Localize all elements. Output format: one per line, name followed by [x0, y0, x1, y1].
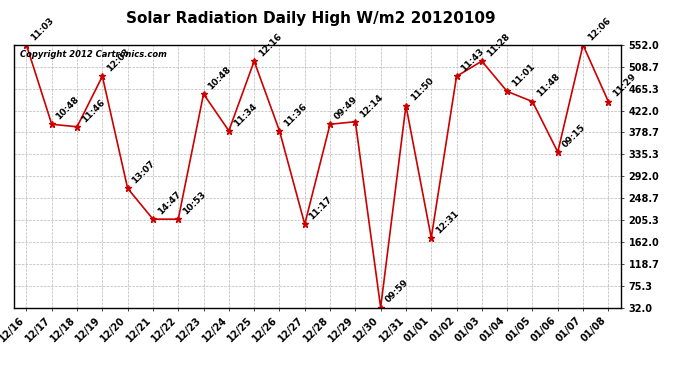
- Text: 11:03: 11:03: [29, 16, 56, 42]
- Text: 11:34: 11:34: [232, 101, 258, 128]
- Text: 12:14: 12:14: [358, 92, 385, 119]
- Text: 11:17: 11:17: [308, 195, 334, 221]
- Text: 11:29: 11:29: [611, 72, 638, 99]
- Text: 11:48: 11:48: [535, 72, 562, 99]
- Text: 10:48: 10:48: [55, 95, 81, 122]
- Text: 12:31: 12:31: [434, 209, 461, 235]
- Text: 12:03: 12:03: [105, 47, 132, 74]
- Text: 10:48: 10:48: [206, 64, 233, 91]
- Text: 11:28: 11:28: [484, 32, 511, 58]
- Text: 11:46: 11:46: [80, 97, 106, 124]
- Text: 09:49: 09:49: [333, 95, 359, 122]
- Text: 14:47: 14:47: [156, 189, 183, 216]
- Text: 11:36: 11:36: [282, 101, 309, 128]
- Text: 10:53: 10:53: [181, 190, 208, 216]
- Text: Copyright 2012 Cartronics.com: Copyright 2012 Cartronics.com: [20, 50, 167, 59]
- Text: 12:16: 12:16: [257, 32, 284, 58]
- Text: Solar Radiation Daily High W/m2 20120109: Solar Radiation Daily High W/m2 20120109: [126, 11, 495, 26]
- Text: 09:15: 09:15: [560, 123, 587, 149]
- Text: 11:50: 11:50: [408, 76, 435, 103]
- Text: 12:06: 12:06: [586, 16, 612, 42]
- Text: 11:01: 11:01: [510, 62, 536, 88]
- Text: 13:07: 13:07: [130, 159, 157, 186]
- Text: 09:59: 09:59: [384, 278, 410, 305]
- Text: 11:43: 11:43: [460, 47, 486, 74]
